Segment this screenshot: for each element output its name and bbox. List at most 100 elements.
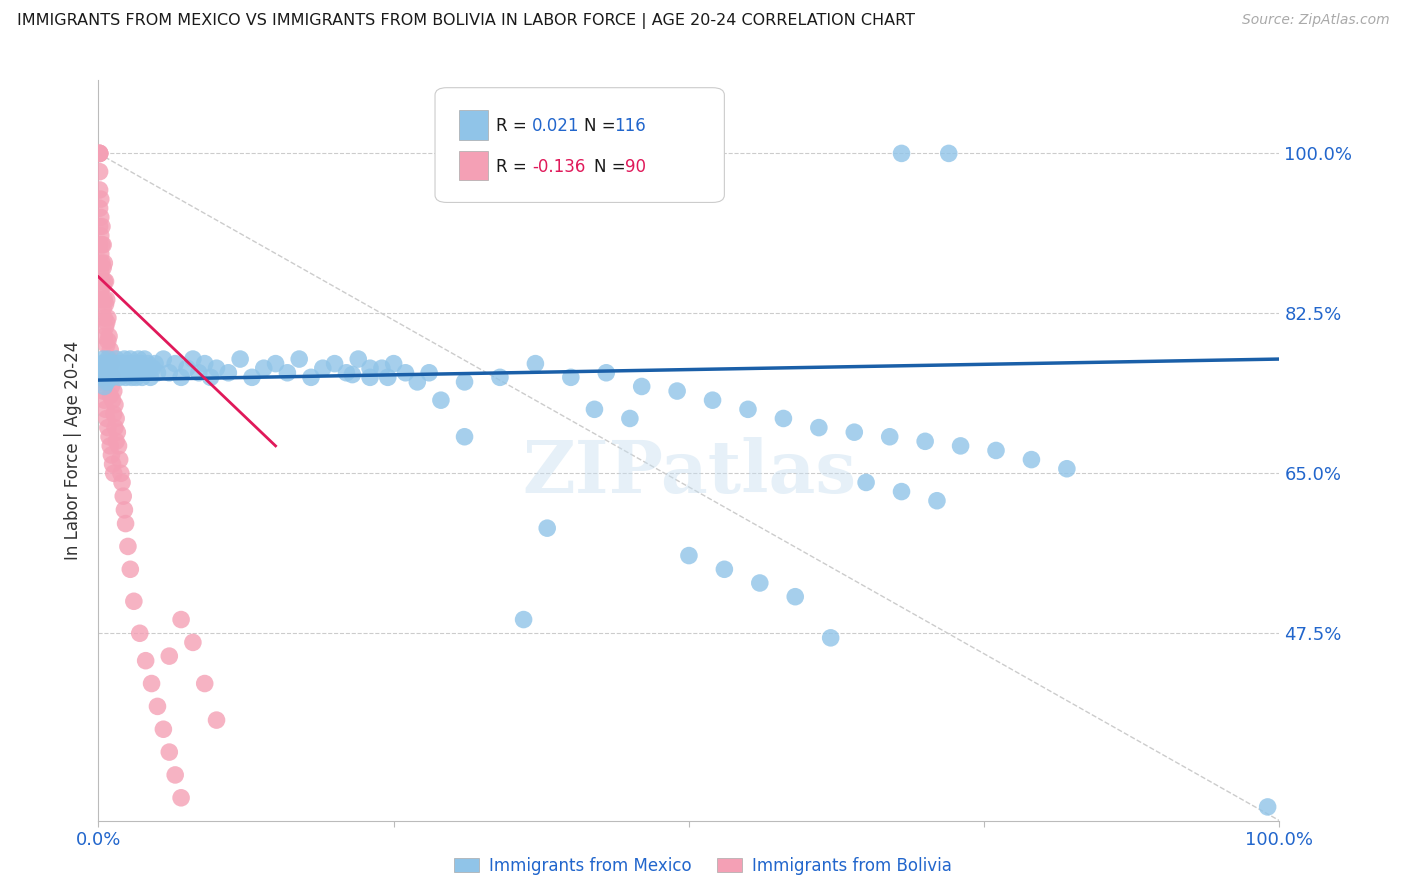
Point: [524, 357, 547, 371]
Point: [115, 361, 138, 376]
Point: [91, 375, 114, 389]
Point: [157, 366, 180, 380]
Point: [489, 370, 512, 384]
Point: [165, 768, 187, 782]
Point: [139, 370, 162, 384]
Point: [103, 384, 125, 398]
Y-axis label: In Labor Force | Age 20-24: In Labor Force | Age 20-24: [65, 341, 83, 560]
Point: [105, 361, 128, 376]
Point: [122, 594, 145, 608]
Point: [121, 361, 143, 376]
Point: [136, 357, 159, 371]
Point: [89, 146, 111, 161]
Point: [98, 329, 121, 343]
Point: [101, 370, 124, 384]
Point: [91, 279, 114, 293]
Point: [406, 375, 429, 389]
Point: [453, 430, 475, 444]
Point: [91, 274, 114, 288]
Point: [100, 357, 122, 371]
Point: [91, 219, 114, 234]
Point: [453, 375, 475, 389]
Legend: Immigrants from Mexico, Immigrants from Bolivia: Immigrants from Mexico, Immigrants from …: [454, 856, 952, 875]
Point: [135, 654, 157, 668]
Point: [91, 366, 114, 380]
Point: [855, 475, 877, 490]
Point: [90, 211, 112, 225]
Point: [93, 393, 115, 408]
Point: [89, 256, 111, 270]
Point: [93, 357, 115, 371]
Point: [128, 352, 150, 367]
Point: [914, 434, 936, 449]
Point: [97, 420, 120, 434]
Point: [108, 370, 131, 384]
Point: [105, 411, 128, 425]
Point: [112, 503, 135, 517]
Point: [678, 549, 700, 563]
Text: -0.136: -0.136: [531, 158, 585, 176]
Point: [89, 146, 111, 161]
Text: R =: R =: [496, 117, 533, 136]
FancyBboxPatch shape: [458, 151, 488, 180]
Point: [844, 425, 866, 440]
Point: [104, 398, 127, 412]
Point: [105, 434, 128, 449]
Point: [737, 402, 759, 417]
Point: [702, 393, 724, 408]
Point: [129, 357, 152, 371]
Point: [100, 379, 122, 393]
Point: [101, 370, 124, 384]
Point: [200, 370, 222, 384]
Point: [925, 493, 948, 508]
Point: [103, 407, 125, 421]
Point: [583, 402, 606, 417]
Point: [93, 256, 115, 270]
Point: [104, 366, 127, 380]
Point: [96, 338, 118, 352]
Point: [90, 192, 112, 206]
Point: [97, 310, 120, 325]
Point: [98, 370, 121, 384]
FancyBboxPatch shape: [434, 87, 724, 202]
Point: [108, 452, 131, 467]
Point: [91, 370, 114, 384]
Point: [97, 357, 120, 371]
Point: [807, 420, 830, 434]
Text: Source: ZipAtlas.com: Source: ZipAtlas.com: [1241, 13, 1389, 28]
Point: [93, 366, 115, 380]
Point: [100, 366, 122, 380]
Point: [949, 439, 972, 453]
Point: [98, 352, 121, 367]
Point: [890, 484, 912, 499]
Point: [114, 516, 136, 531]
Point: [91, 352, 114, 367]
Point: [619, 411, 641, 425]
Point: [984, 443, 1007, 458]
Point: [666, 384, 689, 398]
Point: [91, 260, 114, 275]
Point: [89, 164, 111, 178]
Point: [135, 366, 157, 380]
Point: [97, 352, 120, 367]
Point: [146, 699, 169, 714]
Point: [240, 370, 263, 384]
Point: [90, 284, 112, 298]
Point: [89, 146, 111, 161]
Point: [98, 389, 121, 403]
Point: [141, 676, 163, 690]
Point: [94, 274, 117, 288]
Point: [96, 293, 118, 307]
Point: [107, 439, 129, 453]
Point: [194, 357, 217, 371]
Point: [371, 361, 394, 376]
Point: [100, 448, 122, 462]
Point: [143, 357, 166, 371]
Point: [112, 366, 135, 380]
Point: [152, 723, 174, 737]
Point: [125, 370, 148, 384]
Point: [536, 521, 558, 535]
Point: [1257, 800, 1279, 814]
Text: IMMIGRANTS FROM MEXICO VS IMMIGRANTS FROM BOLIVIA IN LABOR FORCE | AGE 20-24 COR: IMMIGRANTS FROM MEXICO VS IMMIGRANTS FRO…: [17, 13, 915, 29]
Point: [118, 366, 141, 380]
